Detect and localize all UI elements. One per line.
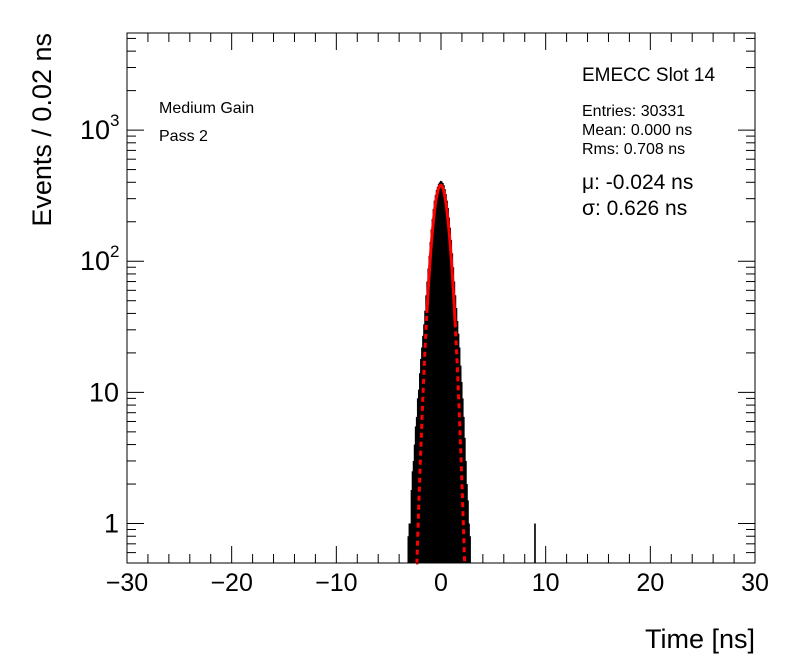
histogram-bar	[442, 182, 444, 563]
x-tick-label: 30	[741, 569, 769, 597]
y-tick-label: 10	[80, 115, 110, 145]
histogram-bar	[466, 484, 468, 563]
histogram-bar	[432, 209, 435, 563]
histogram-bar	[467, 500, 469, 563]
histogram-bar	[462, 416, 465, 563]
fit-sigma: σ: 0.626 ns	[582, 197, 687, 220]
histogram-bar	[464, 437, 466, 563]
histogram-bar	[427, 268, 430, 563]
histogram-bar	[534, 523, 536, 563]
stats-rms: Rms: 0.708 ns	[582, 141, 685, 158]
histogram-bar	[412, 460, 415, 563]
histogram-bar	[459, 365, 462, 563]
histogram-bar	[456, 321, 459, 563]
histogram-bar	[423, 324, 425, 563]
histogram-bar	[457, 333, 460, 563]
x-tick-label: 0	[434, 569, 448, 597]
histogram-bar	[460, 381, 463, 563]
histogram-bar	[455, 307, 458, 563]
histogram-bar	[448, 217, 450, 563]
histogram-bar	[441, 181, 443, 563]
chart-title: EMECC Slot 14	[582, 65, 715, 86]
histogram-bar	[437, 183, 440, 563]
x-tick-label: 10	[532, 569, 560, 597]
histogram-bar	[422, 335, 424, 563]
x-tick-label: −20	[210, 569, 252, 597]
histogram-bar	[439, 180, 442, 564]
x-tick-label: −30	[106, 569, 148, 597]
fit-mu: μ: -0.024 ns	[582, 171, 693, 194]
histogram-bar	[413, 444, 416, 563]
histogram-bar	[424, 310, 426, 563]
histogram-bar	[408, 523, 411, 563]
histogram-bar	[461, 398, 464, 563]
histogram-bar	[411, 471, 414, 563]
stats-entries: Entries: 30331	[582, 103, 685, 120]
histogram-bar	[419, 373, 421, 563]
x-tick-label: −10	[315, 569, 357, 597]
gaussian-fit	[415, 183, 467, 565]
histogram-bar	[410, 490, 413, 563]
histogram-bar	[430, 229, 433, 563]
histogram-bar	[428, 255, 431, 564]
histogram-bar	[469, 536, 471, 563]
histogram-bar	[452, 267, 455, 563]
fit-core	[425, 183, 457, 323]
histogram-bar	[417, 389, 420, 563]
histogram-bar	[465, 460, 467, 563]
histogram-bars	[407, 180, 536, 564]
y-tick-label: 10	[80, 246, 110, 276]
histogram-bar	[458, 347, 461, 563]
histogram-bar	[451, 253, 454, 564]
histogram-bar	[431, 218, 434, 564]
x-axis-label: Time [ns]	[645, 624, 755, 654]
histogram-bar	[415, 416, 418, 563]
y-tick-exponent: 3	[110, 111, 119, 130]
x-tick-label: 20	[636, 569, 664, 597]
histogram-bar	[454, 295, 457, 563]
pass-label: Pass 2	[159, 128, 208, 145]
histogram-bar	[435, 189, 438, 563]
histogram-bar	[407, 536, 410, 563]
y-tick-label: 10	[89, 377, 119, 407]
histogram-bar	[429, 242, 432, 563]
histogram-bar	[444, 189, 446, 563]
histogram-bar	[434, 194, 437, 564]
histogram-bar	[443, 185, 445, 563]
histogram-bar	[450, 240, 453, 563]
y-tick-exponent: 2	[110, 242, 119, 261]
histogram-bar	[445, 194, 447, 563]
histogram-bar	[446, 200, 448, 563]
y-axis-label: Events / 0.02 ns	[27, 33, 57, 227]
histogram-bar	[409, 523, 412, 563]
histogram-bar	[438, 182, 441, 563]
histogram-bar	[425, 295, 427, 563]
histogram-bar	[447, 207, 449, 563]
histogram-bar	[453, 281, 456, 563]
histogram-bar	[416, 398, 419, 563]
histogram-bar	[449, 227, 452, 564]
histogram-bar	[414, 426, 417, 563]
histogram-bar	[426, 281, 428, 563]
stats-mean: Mean: 0.000 ns	[582, 122, 692, 139]
histogram-bar	[436, 186, 439, 564]
gain-label: Medium Gain	[159, 100, 254, 117]
fit-tail-right	[453, 322, 467, 565]
histogram-bar	[433, 200, 436, 563]
histogram-bar	[468, 523, 470, 563]
y-tick-label: 1	[104, 509, 119, 539]
